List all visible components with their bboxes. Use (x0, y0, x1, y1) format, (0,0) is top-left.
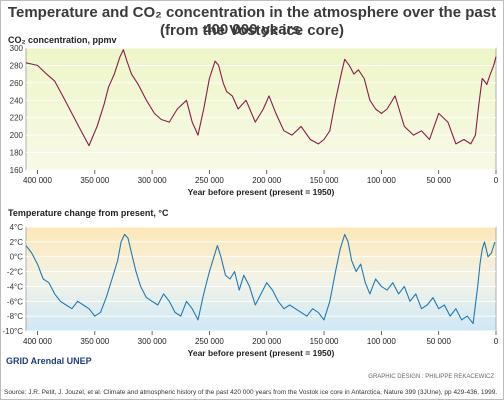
temp-xtick-label: 250 000 (195, 337, 224, 346)
temp-series-line (25, 233, 496, 325)
co2-xlabel: Year before present (present = 1950) (188, 187, 335, 197)
co2-plot-area (25, 47, 497, 171)
temp-xtick-label: 350 000 (80, 337, 109, 346)
temp-xtick-label: 200 000 (252, 337, 281, 346)
temp-ytick-label: -4°C (7, 282, 23, 291)
temp-ytick-label: 0°C (10, 253, 24, 262)
co2-series-line (25, 49, 497, 147)
co2-xtick-label: 300 000 (138, 176, 167, 185)
co2-xtick-label: 200 000 (252, 176, 281, 185)
co2-ytick-label: 220 (10, 114, 24, 123)
co2-ytick-label: 200 (10, 131, 24, 140)
design-credit: GRAPHIC DESIGN : PHILIPPE REKACEWICZ (368, 374, 494, 380)
co2-xtick-label: 400 000 (23, 176, 52, 185)
temp-xtick-label: 400 000 (23, 337, 52, 346)
temp-ylabel: Temperature change from present, °C (8, 208, 169, 218)
temp-ytick-label: 2°C (10, 238, 24, 247)
temp-ytick-label: 4°C (10, 223, 24, 232)
chart-subtitle: (from the Vostok ice core) (160, 22, 344, 39)
co2-ytick-label: 160 (10, 166, 24, 175)
temp-xtick-label: 0 (494, 337, 499, 346)
co2-ytick-label: 180 (10, 149, 24, 158)
co2-xtick-label: 350 000 (80, 176, 109, 185)
co2-xtick-label: 250 000 (195, 176, 224, 185)
co2-ytick-label: 240 (10, 96, 24, 105)
grid-arendal-logo: GRID Arendal UNEP (6, 356, 92, 366)
temp-xtick-label: 100 000 (367, 337, 396, 346)
co2-ytick-label: 300 (10, 44, 24, 53)
co2-xtick-label: 150 000 (310, 176, 339, 185)
temp-xlabel: Year before present (present = 1950) (188, 348, 335, 358)
temp-ytick-label: -6°C (7, 297, 23, 306)
temp-xtick-label: 150 000 (310, 337, 339, 346)
temp-ytick-label: -2°C (7, 268, 23, 277)
temp-xtick-label: 300 000 (138, 337, 167, 346)
chart-title: Temperature and CO₂ concentration in the… (7, 4, 497, 38)
co2-ylabel: CO₂ concentration, ppmv (8, 35, 117, 45)
co2-xtick-label: 100 000 (367, 176, 396, 185)
temp-xtick-label: 50 000 (426, 337, 451, 346)
source-citation: Source: J.R. Petit, J. Jouzel, et al. Cl… (4, 389, 498, 396)
co2-xtick-label: 0 (494, 176, 499, 185)
co2-xtick-label: 50 000 (426, 176, 451, 185)
co2-ytick-label: 260 (10, 79, 24, 88)
co2-ytick-label: 280 (10, 61, 24, 70)
temp-ytick-label: -8°C (7, 312, 23, 321)
temp-ytick-label: -10°C (2, 327, 23, 336)
